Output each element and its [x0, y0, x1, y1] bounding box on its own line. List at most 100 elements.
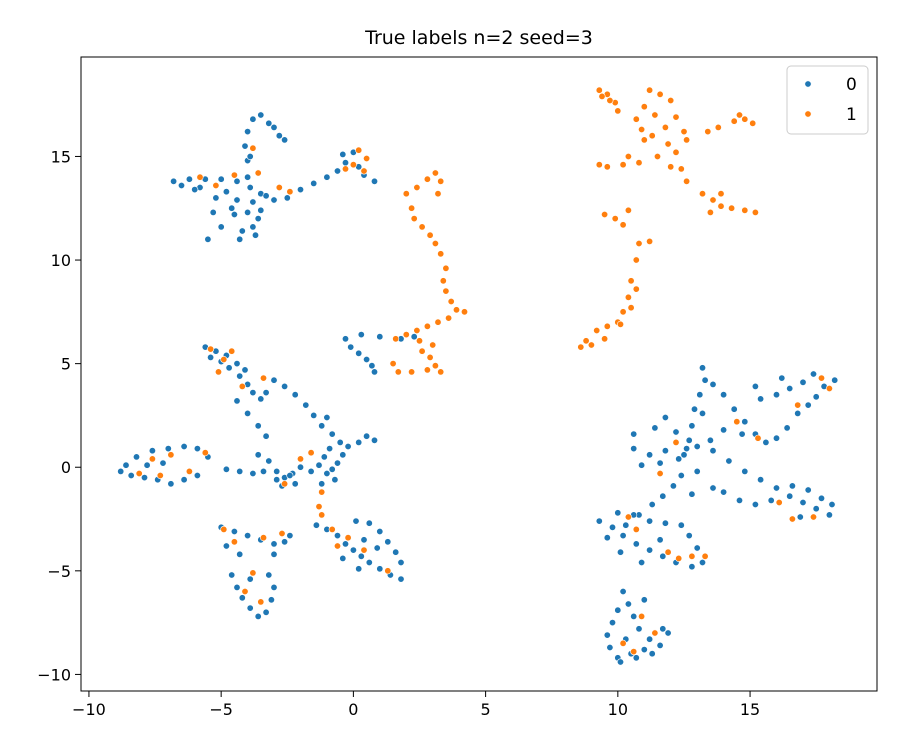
- point-1-106: [286, 188, 294, 196]
- point-0-101: [249, 469, 257, 477]
- point-0-56: [355, 349, 363, 357]
- point-1-48: [635, 240, 643, 248]
- point-0-179: [741, 418, 749, 426]
- point-0-123: [320, 453, 328, 461]
- point-0-201: [646, 451, 654, 459]
- point-1-131: [201, 449, 209, 457]
- point-0-80: [302, 401, 310, 409]
- point-0-251: [677, 521, 685, 529]
- legend-label-0: 0: [846, 75, 857, 95]
- point-1-134: [230, 538, 238, 546]
- point-1-19: [635, 159, 643, 167]
- point-0-213: [725, 457, 733, 465]
- point-1-4: [606, 97, 614, 105]
- point-0-103: [222, 465, 230, 473]
- point-1-22: [595, 161, 603, 169]
- point-1-67: [431, 169, 439, 177]
- point-1-69: [434, 190, 442, 198]
- point-0-47: [178, 182, 186, 190]
- point-0-7: [270, 196, 278, 204]
- point-1-129: [156, 471, 164, 479]
- point-1-52: [624, 293, 632, 301]
- point-1-9: [656, 90, 664, 98]
- point-1-55: [603, 322, 611, 330]
- point-0-54: [410, 333, 418, 341]
- point-0-266: [664, 629, 672, 637]
- point-1-137: [249, 569, 257, 577]
- point-0-50: [341, 335, 349, 343]
- point-0-167: [270, 583, 278, 591]
- point-1-29: [728, 204, 736, 212]
- point-0-112: [127, 471, 135, 479]
- point-0-175: [685, 436, 693, 444]
- y-tick-label: 10: [51, 251, 71, 270]
- point-1-96: [429, 341, 437, 349]
- point-0-66: [207, 353, 215, 361]
- point-0-250: [685, 532, 693, 540]
- point-1-138: [257, 598, 265, 606]
- point-0-191: [772, 391, 780, 399]
- point-1-139: [241, 587, 249, 595]
- point-1-49: [646, 237, 654, 245]
- legend-label-1: 1: [846, 105, 857, 125]
- point-0-169: [246, 575, 254, 583]
- point-1-7: [640, 103, 648, 111]
- point-1-147: [809, 513, 817, 521]
- point-0-10: [204, 235, 212, 243]
- point-1-152: [656, 469, 664, 477]
- point-0-94: [307, 467, 315, 475]
- point-1-95: [389, 360, 397, 368]
- point-1-151: [672, 438, 680, 446]
- point-0-267: [659, 625, 667, 633]
- point-0-196: [720, 426, 728, 434]
- point-1-35: [741, 115, 749, 123]
- point-1-13: [648, 132, 656, 140]
- point-1-60: [601, 335, 609, 343]
- point-0-70: [249, 389, 257, 397]
- point-1-124: [333, 542, 341, 550]
- point-0-26: [265, 119, 273, 127]
- y-tick-label: 0: [61, 458, 71, 477]
- point-1-39: [735, 111, 743, 119]
- point-0-90: [333, 459, 341, 467]
- point-0-3: [217, 175, 225, 183]
- point-1-128: [135, 469, 143, 477]
- point-0-13: [244, 208, 252, 216]
- point-1-136: [278, 529, 286, 537]
- point-0-209: [648, 500, 656, 508]
- point-0-243: [632, 540, 640, 548]
- point-1-62: [627, 304, 635, 312]
- point-0-64: [241, 366, 249, 374]
- point-0-197: [706, 436, 714, 444]
- point-0-16: [238, 227, 246, 235]
- point-1-63: [632, 285, 640, 293]
- point-1-14: [661, 123, 669, 131]
- point-1-68: [437, 177, 445, 185]
- point-0-135: [357, 552, 365, 560]
- point-1-28: [717, 202, 725, 210]
- point-1-114: [215, 368, 223, 376]
- point-1-74: [431, 240, 439, 248]
- point-1-109: [230, 171, 238, 179]
- point-0-204: [656, 459, 664, 467]
- point-1-130: [185, 467, 193, 475]
- point-1-40: [683, 136, 691, 144]
- point-1-156: [630, 648, 638, 656]
- legend-marker-0: [804, 80, 812, 88]
- point-0-77: [270, 376, 278, 384]
- point-1-126: [148, 455, 156, 463]
- point-0-86: [355, 438, 363, 446]
- point-1-5: [598, 92, 606, 100]
- point-1-87: [392, 335, 400, 343]
- x-tick-label: 5: [481, 700, 491, 719]
- x-tick-label: 0: [348, 700, 358, 719]
- point-1-25: [683, 177, 691, 185]
- point-0-171: [701, 376, 709, 384]
- point-0-221: [788, 482, 796, 490]
- point-0-72: [262, 389, 270, 397]
- point-0-255: [614, 509, 622, 517]
- point-0-74: [244, 409, 252, 417]
- point-1-143: [664, 548, 672, 556]
- point-1-120: [318, 511, 326, 519]
- point-0-244: [646, 546, 654, 554]
